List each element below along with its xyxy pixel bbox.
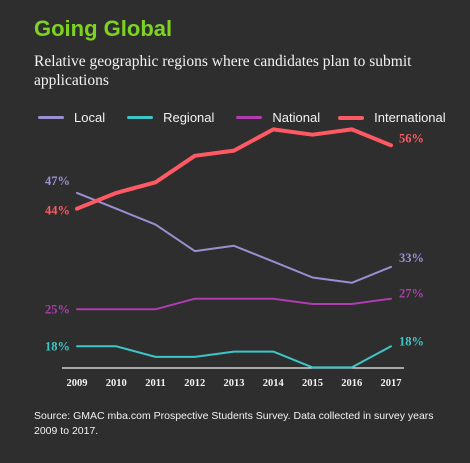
legend-swatch-local <box>38 116 64 119</box>
legend-swatch-regional <box>127 116 154 119</box>
end-label-local: 33% <box>399 251 424 265</box>
legend-item-international: International <box>338 110 446 125</box>
end-label-international: 56% <box>399 131 424 145</box>
start-label-international: 44% <box>45 204 70 218</box>
legend-label-national: National <box>272 110 321 125</box>
x-tick-label: 2017 <box>381 378 402 389</box>
series-line-local <box>76 191 392 284</box>
end-label-national: 27% <box>399 287 424 301</box>
start-label-national: 25% <box>45 302 70 316</box>
start-label-local: 47% <box>45 174 70 188</box>
line-chart: 2009 2010 2011 2012 2013 2014 2015 2016 2017 47% 3… <box>45 127 424 389</box>
legend-item-regional: Regional <box>127 110 214 125</box>
legend-label-international: International <box>374 110 446 125</box>
legend-label-local: Local <box>74 110 106 125</box>
x-tick-label: 2009 <box>67 378 88 389</box>
series-line-regional <box>76 345 392 369</box>
series-line-national <box>76 297 392 311</box>
legend-item-local: Local <box>38 110 105 125</box>
chart-title: Going Global <box>34 16 173 41</box>
x-tick-label: 2016 <box>341 378 362 389</box>
end-label-regional: 18% <box>399 334 424 348</box>
chart-legend: Local Regional National International <box>38 110 464 125</box>
legend-swatch-national <box>236 116 263 119</box>
x-tick-label: 2010 <box>106 378 127 389</box>
legend-swatch-international <box>338 115 365 120</box>
source-note: Source: GMAC mba.com Prospective Student… <box>34 410 434 437</box>
x-tick-label: 2011 <box>145 378 165 389</box>
x-tick-label: 2012 <box>184 378 205 389</box>
x-tick-label: 2013 <box>224 378 245 389</box>
x-tick-label: 2014 <box>263 378 285 389</box>
legend-item-national: National <box>236 110 320 125</box>
series-line-international <box>75 127 393 211</box>
start-label-regional: 18% <box>45 339 70 353</box>
chart-subtitle: Relative geographic regions where candid… <box>34 53 412 89</box>
x-tick-label: 2015 <box>302 378 323 389</box>
legend-label-regional: Regional <box>163 110 215 125</box>
